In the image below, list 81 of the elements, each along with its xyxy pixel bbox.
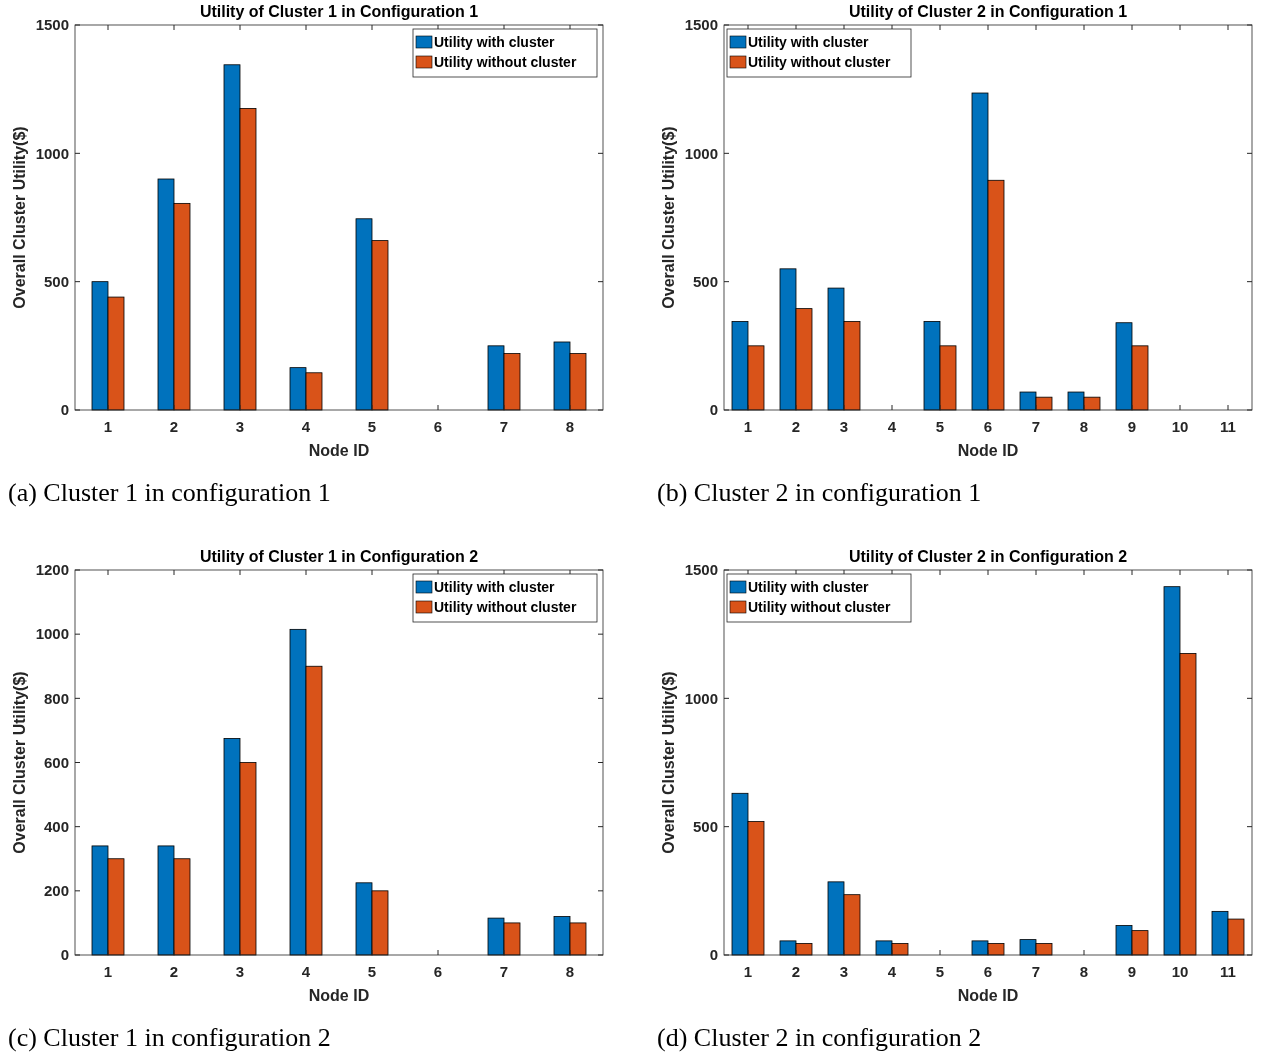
x-tick-label: 1 [103, 418, 113, 435]
x-tick-label: 11 [1220, 418, 1236, 435]
legend-label: Utility without cluster [434, 54, 577, 70]
y-axis-title: Overall Cluster Utility($) [11, 671, 28, 854]
x-tick-label: 7 [1031, 963, 1041, 980]
x-tick-label: 1 [103, 963, 113, 980]
x-tick-label: 8 [565, 963, 575, 980]
y-tick-label: 1500 [684, 16, 718, 34]
legend-label: Utility without cluster [748, 54, 891, 70]
x-tick-label: 4 [301, 418, 311, 435]
x-tick-label: 2 [791, 418, 801, 435]
x-tick-label: 3 [839, 963, 849, 980]
legend-label: Utility with cluster [434, 579, 556, 595]
legend-label: Utility with cluster [748, 579, 870, 595]
x-tick-label: 9 [1127, 418, 1137, 435]
x-tick-label: 7 [499, 418, 509, 435]
x-tick-label: 4 [887, 963, 897, 980]
x-tick-label: 3 [235, 963, 245, 980]
chart-title: Utility of Cluster 1 in Configuration 1 [199, 3, 479, 20]
legend-label: Utility without cluster [434, 599, 577, 615]
text: (d) Cluster 2 in configuration 2 [657, 1023, 982, 1052]
x-axis-title: Node ID [957, 987, 1019, 1004]
text: (a) Cluster 1 in configuration 1 [8, 478, 331, 507]
legend-label: Utility with cluster [434, 34, 556, 50]
x-tick-label: 10 [1171, 963, 1189, 980]
chart-title: Utility of Cluster 2 in Configuration 2 [848, 548, 1128, 565]
y-tick-label: 500 [692, 272, 718, 290]
x-tick-label: 6 [983, 418, 993, 435]
y-tick-label: 0 [60, 946, 69, 964]
x-tick-label: 1 [743, 963, 753, 980]
x-tick-label: 2 [791, 963, 801, 980]
text: (c) Cluster 1 in configuration 2 [8, 1023, 331, 1052]
y-tick-label: 1000 [684, 144, 718, 162]
y-tick-label: 500 [43, 272, 69, 290]
x-tick-label: 5 [367, 963, 377, 980]
y-tick-label: 0 [709, 946, 718, 964]
y-tick-label: 800 [43, 689, 69, 707]
x-axis-title: Node ID [957, 442, 1019, 459]
x-tick-label: 3 [839, 418, 849, 435]
x-tick-label: 2 [169, 418, 179, 435]
y-axis-title: Overall Cluster Utility($) [11, 126, 28, 309]
y-tick-label: 1000 [684, 689, 718, 707]
x-axis-title: Node ID [308, 987, 370, 1004]
y-tick-label: 500 [692, 817, 718, 835]
x-tick-label: 1 [743, 418, 753, 435]
x-tick-label: 8 [1079, 418, 1089, 435]
x-axis-title: Node ID [308, 442, 370, 459]
x-tick-label: 10 [1171, 418, 1189, 435]
chart-title: Utility of Cluster 1 in Configuration 2 [199, 548, 479, 565]
y-tick-label: 400 [43, 817, 69, 835]
x-tick-label: 9 [1127, 963, 1137, 980]
y-tick-label: 1500 [684, 561, 718, 579]
x-tick-label: 3 [235, 418, 245, 435]
legend-label: Utility with cluster [748, 34, 870, 50]
y-axis-title: Overall Cluster Utility($) [660, 126, 677, 309]
y-tick-label: 1200 [35, 561, 69, 579]
y-tick-label: 600 [43, 753, 69, 771]
x-tick-label: 6 [433, 963, 443, 980]
legend-label: Utility without cluster [748, 599, 891, 615]
text: (b) Cluster 2 in configuration 1 [657, 478, 982, 507]
chart-title: Utility of Cluster 2 in Configuration 1 [848, 3, 1128, 20]
y-tick-label: 1500 [35, 16, 69, 34]
x-tick-label: 11 [1220, 963, 1236, 980]
x-tick-label: 7 [1031, 418, 1041, 435]
x-tick-label: 7 [499, 963, 509, 980]
x-tick-label: 8 [1079, 963, 1089, 980]
y-tick-label: 1000 [35, 144, 69, 162]
x-tick-label: 8 [565, 418, 575, 435]
y-tick-label: 0 [709, 401, 718, 419]
y-axis-title: Overall Cluster Utility($) [660, 671, 677, 854]
x-tick-label: 6 [433, 418, 443, 435]
x-tick-label: 6 [983, 963, 993, 980]
x-tick-label: 5 [367, 418, 377, 435]
y-tick-label: 1000 [35, 625, 69, 643]
x-tick-label: 4 [887, 418, 897, 435]
x-tick-label: 5 [935, 963, 945, 980]
y-tick-label: 200 [43, 882, 69, 900]
y-tick-label: 0 [60, 401, 69, 419]
x-tick-label: 5 [935, 418, 945, 435]
x-tick-label: 4 [301, 963, 311, 980]
x-tick-label: 2 [169, 963, 179, 980]
